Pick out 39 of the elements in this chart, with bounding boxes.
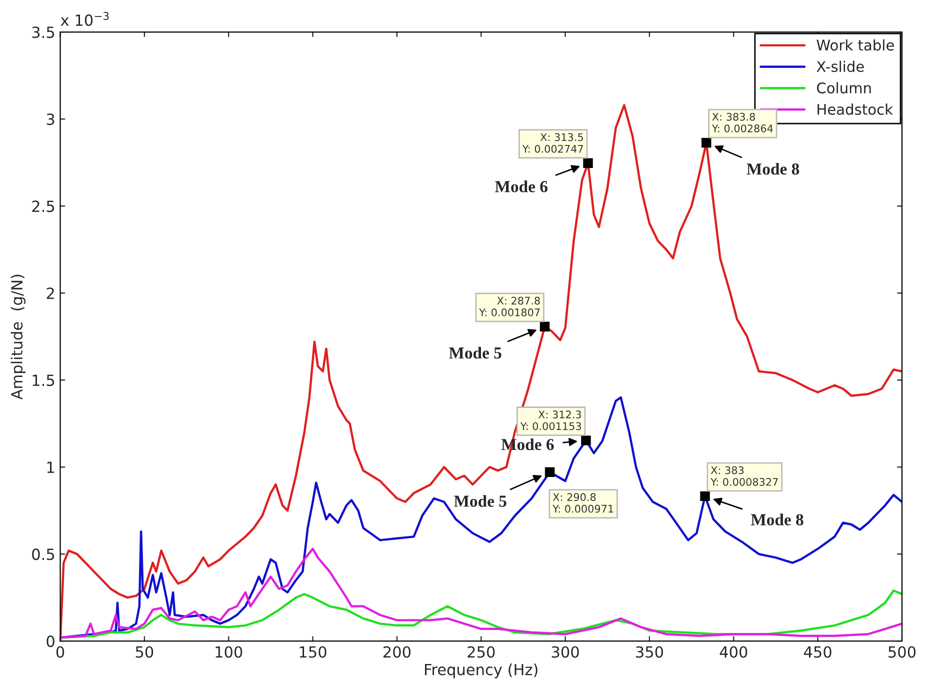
x-tick-label: 100	[216, 646, 242, 658]
x-tick-label: 450	[804, 646, 832, 658]
x-tick-label: 500	[888, 646, 916, 658]
annotation: X: 383.8 Y: 0.002864	[712, 112, 773, 132]
y-tick-label: 0.5	[32, 548, 54, 560]
y-tick-label: 2.5	[32, 200, 54, 212]
x-tick-label: 0	[56, 646, 64, 658]
legend-label: Column	[817, 82, 871, 94]
x-axis-title: Frequency (Hz)	[425, 664, 538, 678]
y-tick-label: 3.5	[32, 26, 54, 38]
legend-label: Work table	[816, 39, 894, 51]
annotation: X: 287.8 Y: 0.001807	[479, 296, 540, 316]
legend-label: X-slide	[816, 60, 864, 72]
x-tick-label: 150	[300, 646, 326, 658]
line-series	[60, 548, 902, 639]
legend-label: Headstock	[818, 104, 893, 115]
annotation: Mode 5	[448, 346, 502, 359]
annotation: Mode 5	[454, 495, 506, 507]
y-axis-title: Amplitude (g/N)	[10, 274, 26, 400]
line-series	[60, 396, 902, 639]
x-tick-label: 50	[136, 646, 154, 658]
annotation: X: 383 Y: 0.0008327	[710, 466, 778, 486]
x-tick-label: 400	[720, 646, 748, 658]
text: x 10$^{−3}$	[60, 12, 109, 26]
annotation: Mode 6	[495, 180, 548, 192]
x-tick-label: 350	[636, 646, 664, 658]
y-tick-label: 0	[46, 636, 54, 648]
annotation: X: 312.3 Y: 0.001153	[520, 410, 581, 430]
y-tick-label: 2	[46, 288, 54, 299]
annotation: X: 290.8 Y: 0.000971	[552, 493, 614, 513]
annotation: Mode 8	[746, 162, 800, 175]
y-tick-label: 1	[47, 462, 54, 473]
x-tick-label: 300	[552, 646, 579, 658]
annotation: X: 313.5 Y: 0.002747	[522, 133, 583, 153]
annotation: Mode 8	[750, 514, 804, 526]
y-tick-label: 3	[46, 114, 54, 126]
x-tick-label: 200	[383, 646, 411, 658]
x-tick-label: 250	[468, 646, 495, 658]
y-tick-label: 1.5	[32, 374, 54, 386]
